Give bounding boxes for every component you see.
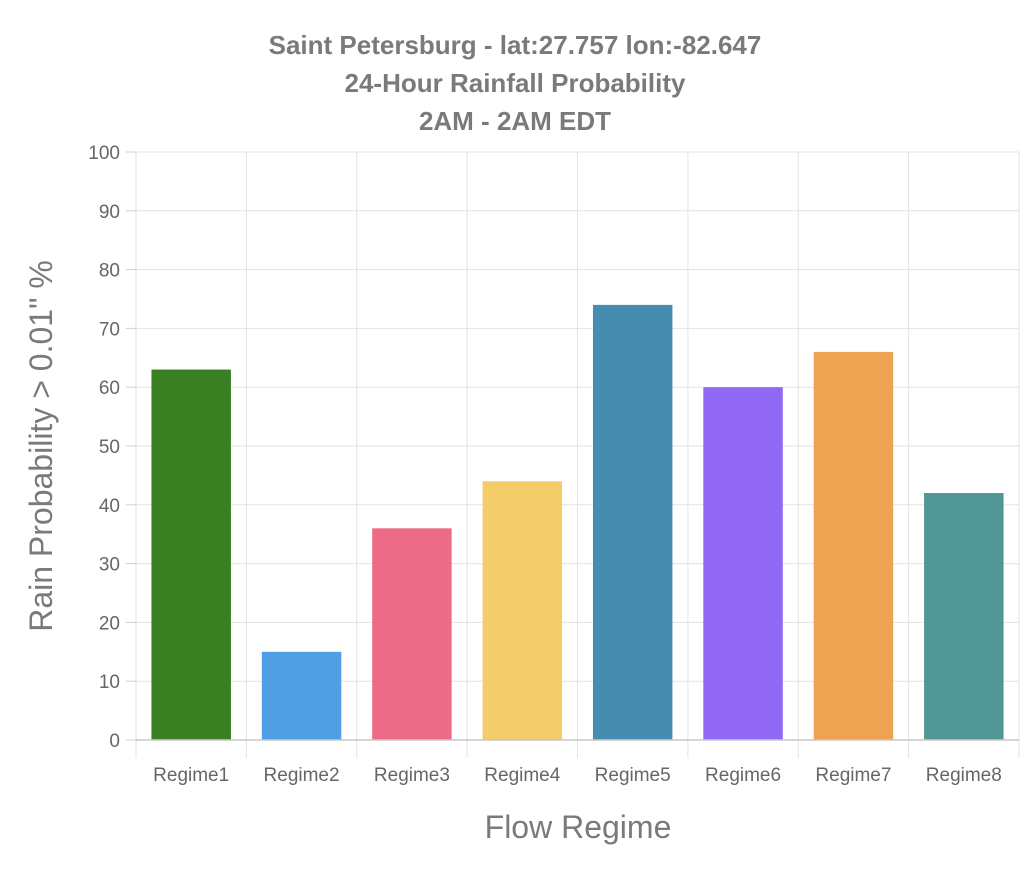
x-tick-label: Regime4 (484, 765, 560, 786)
x-tick-label: Regime6 (705, 765, 781, 786)
y-tick-label: 0 (109, 731, 120, 752)
y-axis-title: Rain Probability > 0.01" % (23, 260, 59, 632)
chart-title-line-2: 24-Hour Rainfall Probability (345, 68, 686, 98)
y-axis-ticks: 0 10 20 30 40 50 60 70 80 90 100 (88, 143, 136, 752)
bar-regime3 (372, 528, 452, 740)
y-tick-label: 100 (88, 143, 120, 164)
bars (151, 304, 1004, 740)
bar-regime8 (924, 493, 1004, 740)
y-tick-label: 90 (99, 202, 120, 223)
x-axis-title: Flow Regime (485, 809, 672, 845)
grid (135, 151, 1020, 758)
x-tick-label: Regime3 (374, 765, 450, 786)
x-tick-label: Regime7 (815, 765, 891, 786)
y-tick-label: 80 (99, 261, 120, 282)
y-tick-label: 10 (99, 672, 120, 693)
x-tick-label: Regime1 (153, 765, 229, 786)
y-tick-label: 20 (99, 613, 120, 634)
y-tick-label: 50 (99, 437, 120, 458)
bar-regime4 (482, 481, 563, 740)
y-tick-label: 70 (99, 319, 120, 340)
bar-regime5 (592, 304, 673, 740)
bar-regime1 (151, 369, 231, 740)
bar-regime6 (703, 387, 783, 740)
chart-title-line-3: 2AM - 2AM EDT (419, 106, 611, 136)
y-tick-label: 60 (99, 378, 120, 399)
y-tick-label: 30 (99, 555, 120, 576)
x-tick-label: Regime5 (595, 765, 671, 786)
chart-title: Saint Petersburg - lat:27.757 lon:-82.64… (269, 30, 762, 136)
bar-regime7 (813, 351, 894, 740)
y-tick-label: 40 (99, 496, 120, 517)
x-axis-ticks: Regime1 Regime2 Regime3 Regime4 Regime5 Regim… (153, 765, 1002, 786)
x-tick-label: Regime2 (264, 765, 340, 786)
chart-title-line-1: Saint Petersburg - lat:27.757 lon:-82.64… (269, 30, 762, 60)
x-tick-label: Regime8 (926, 765, 1002, 786)
bar-regime2 (261, 651, 342, 740)
